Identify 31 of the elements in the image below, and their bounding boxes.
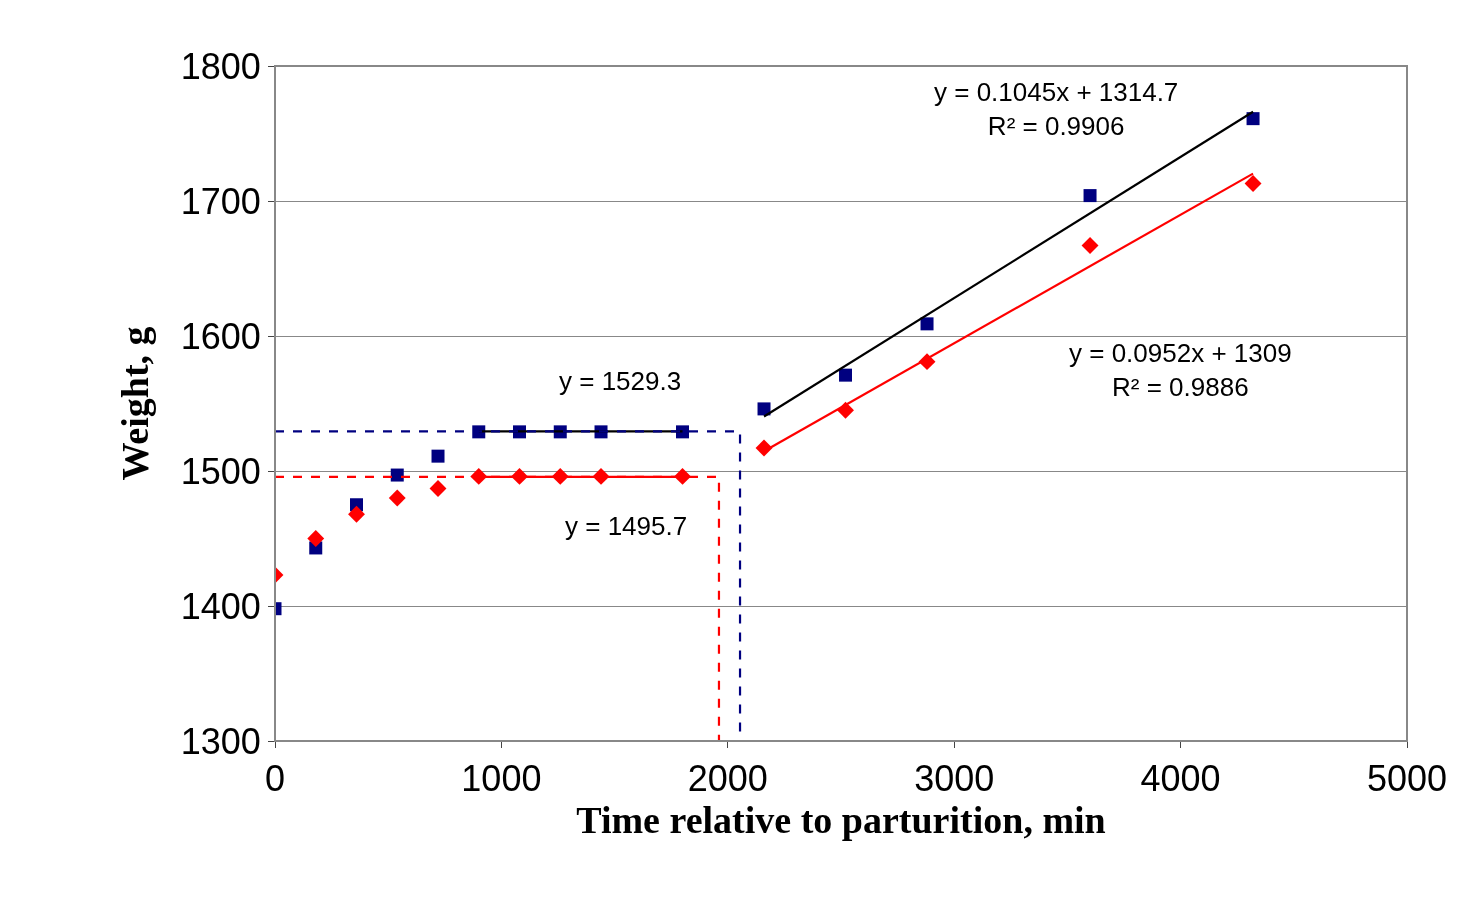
point <box>920 317 934 331</box>
y-tick-label: 1300 <box>180 720 261 762</box>
point <box>388 489 406 507</box>
x-tick-label: 0 <box>264 758 286 800</box>
annotation: y = 0.1045x + 1314.7 R² = 0.9906 <box>934 77 1179 141</box>
x-tick-label: 2000 <box>687 758 768 800</box>
annotation: y = 1529.3 <box>559 366 682 396</box>
x-tick-label: 3000 <box>914 758 995 800</box>
annotation: y = 1495.7 <box>565 511 688 541</box>
point <box>429 480 447 497</box>
point <box>1081 237 1099 254</box>
x-axis-title: Time relative to parturition, min <box>576 799 1106 842</box>
y-axis-title: Weight, g <box>113 326 156 481</box>
point <box>757 402 771 416</box>
x-tick-label: 5000 <box>1366 758 1448 800</box>
point <box>1083 189 1097 203</box>
y-tick-label: 1800 <box>180 45 261 87</box>
point <box>348 505 365 523</box>
y-tick-label: 1400 <box>180 585 261 627</box>
y-tick-label: 1600 <box>180 315 261 357</box>
point <box>307 530 325 547</box>
y-tick-label: 1500 <box>180 450 261 492</box>
x-tick-label: 1000 <box>461 758 542 800</box>
point <box>839 368 853 382</box>
point <box>390 468 404 482</box>
x-tick-label: 4000 <box>1140 758 1221 800</box>
point <box>1246 112 1260 126</box>
annotation: y = 0.0952x + 1309 R² = 0.9886 <box>1069 338 1292 402</box>
point <box>1244 175 1262 192</box>
point <box>431 449 445 463</box>
y-tick-label: 1700 <box>180 180 261 222</box>
